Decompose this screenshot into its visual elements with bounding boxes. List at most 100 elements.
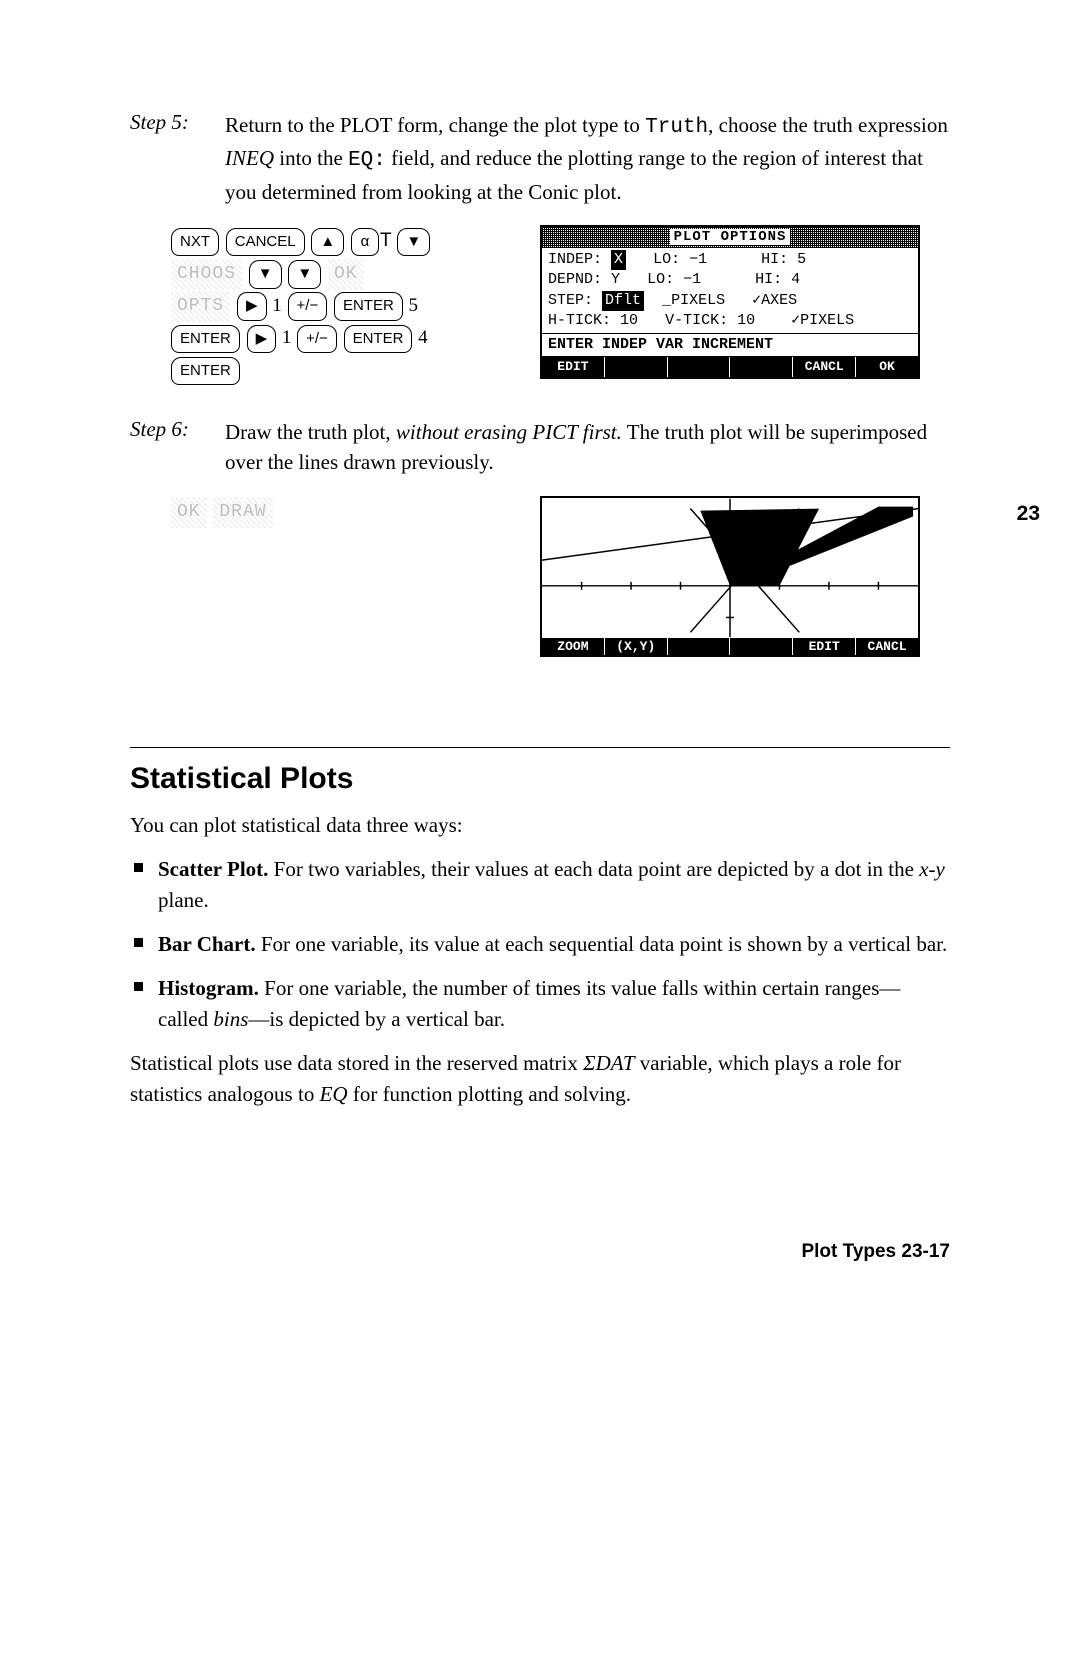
key-alpha[interactable]: α (351, 228, 379, 257)
key-enter1[interactable]: ENTER (334, 292, 403, 321)
pm2[interactable]: (X,Y) (605, 638, 668, 655)
digit4: 4 (418, 327, 428, 348)
page-footer: Plot Types 23-17 (801, 1241, 950, 1263)
b1-bold: Scatter Plot. (158, 857, 268, 881)
step5-ineq: INEQ (225, 146, 274, 170)
b1-text: For two variables, their values at each … (268, 857, 919, 881)
pm1[interactable]: ZOOM (542, 638, 605, 655)
l1e: HI: (761, 251, 788, 268)
softkey-opts[interactable]: OPTS (171, 291, 230, 322)
section-outro: Statistical plots use data stored in the… (130, 1048, 950, 1109)
truth-plot-screen: ZOOM (X,Y) . . EDIT CANCL (540, 496, 920, 657)
pm5[interactable]: EDIT (793, 638, 856, 655)
l3b: Dflt (602, 291, 644, 311)
key-down[interactable]: ▼ (397, 228, 430, 257)
lcd1-menubar: EDIT . . . CANCL OK (542, 356, 918, 377)
step5-keystrokes: NXT CANCEL ▲ αT ▼ CHOOS ▼ ▼ OK OPTS ▶ 1 … (170, 225, 500, 386)
key-right[interactable]: ▶ (237, 292, 267, 321)
key-right2[interactable]: ▶ (247, 325, 277, 354)
outro-pre: Statistical plots use data stored in the… (130, 1051, 583, 1075)
section-title: Statistical Plots (130, 762, 950, 796)
step6-keystrokes: OK DRAW (170, 496, 500, 528)
step6-t1: Draw the truth plot, (225, 420, 396, 444)
section-rule (130, 747, 950, 748)
key-enter3[interactable]: ENTER (344, 325, 413, 354)
lcd1-m6[interactable]: OK (856, 357, 918, 377)
step5-mono2: EQ: (348, 149, 386, 172)
b1-ital: x-y (919, 857, 945, 881)
step6-text: Draw the truth plot, without erasing PIC… (225, 417, 950, 478)
key-up[interactable]: ▲ (311, 228, 344, 257)
outro-end: for function plotting and solving. (348, 1082, 631, 1106)
lcd1-prompt: ENTER INDEP VAR INCREMENT (542, 333, 918, 356)
plot-menubar: ZOOM (X,Y) . . EDIT CANCL (542, 638, 918, 655)
key-enter4[interactable]: ENTER (171, 357, 240, 386)
truth-plot-svg (542, 498, 918, 638)
pm4: . (730, 638, 793, 655)
l3c: _PIXELS (662, 292, 725, 309)
l4e: ✓PIXELS (791, 312, 854, 329)
l1f: 5 (797, 251, 806, 268)
l1c: LO: (653, 251, 680, 268)
side-page-number: 23 (1017, 502, 1040, 526)
l1d: −1 (689, 251, 707, 268)
lcd1-m3: . (668, 357, 731, 377)
section-intro: You can plot statistical data three ways… (130, 810, 950, 840)
step6-label: Step 6: (130, 417, 225, 442)
softkey-draw[interactable]: DRAW (213, 497, 272, 528)
digit1b: 1 (282, 327, 292, 348)
lcd1-m4: . (730, 357, 793, 377)
l1a: INDEP: (548, 251, 602, 268)
b2-text: For one variable, its value at each sequ… (256, 932, 948, 956)
step5-t2: , choose the truth expression (708, 113, 948, 137)
b3-bold: Histogram. (158, 976, 259, 1000)
l4b: 10 (620, 312, 638, 329)
b3-end: —is depicted by a vertical bar. (248, 1007, 505, 1031)
list-item-histogram: Histogram. For one variable, the number … (130, 973, 950, 1034)
pm6[interactable]: CANCL (856, 638, 918, 655)
step5-t3: into the (274, 146, 348, 170)
key-down2[interactable]: ▼ (249, 260, 282, 289)
step5: Step 5: Return to the PLOT form, change … (130, 110, 950, 207)
softkey-ok[interactable]: OK (328, 259, 364, 290)
key-pm2[interactable]: +/− (297, 325, 337, 354)
lcd1-m5[interactable]: CANCL (793, 357, 856, 377)
b2-bold: Bar Chart. (158, 932, 256, 956)
step6-ital: without erasing PICT first. (396, 420, 622, 444)
l2b: Y (611, 271, 620, 288)
l4c: V-TICK: (665, 312, 728, 329)
l1b: X (611, 250, 626, 270)
lcd1-m2: . (605, 357, 668, 377)
lcd1-m1[interactable]: EDIT (542, 357, 605, 377)
b3-ital: bins (213, 1007, 248, 1031)
l2e: HI: (755, 271, 782, 288)
step6: Step 6: Draw the truth plot, without era… (130, 417, 950, 478)
softkey-ok2[interactable]: OK (171, 497, 207, 528)
step5-label: Step 5: (130, 110, 225, 135)
digit1a: 1 (272, 295, 282, 316)
step5-mono1: Truth (645, 116, 708, 139)
l2c: LO: (647, 271, 674, 288)
plot-types-list: Scatter Plot. For two variables, their v… (130, 854, 950, 1034)
key-enter2[interactable]: ENTER (171, 325, 240, 354)
key-pm1[interactable]: +/− (288, 292, 328, 321)
key-down3[interactable]: ▼ (288, 260, 321, 289)
l2d: −1 (683, 271, 701, 288)
digit5: 5 (409, 295, 419, 316)
outro-it1: ΣDAT (583, 1051, 634, 1075)
list-item-scatter: Scatter Plot. For two variables, their v… (130, 854, 950, 915)
lcd1-title-text: PLOT OPTIONS (670, 229, 791, 245)
l4a: H-TICK: (548, 312, 611, 329)
l3a: STEP: (548, 292, 593, 309)
b1-end: plane. (158, 888, 209, 912)
plot-options-screen: PLOT OPTIONS INDEP: X LO: −1 HI: 5 DEPND… (540, 225, 920, 379)
pm3: . (668, 638, 731, 655)
softkey-choos[interactable]: CHOOS (171, 259, 242, 290)
key-nxt[interactable]: NXT (171, 228, 219, 257)
step5-text: Return to the PLOT form, change the plot… (225, 110, 950, 207)
list-item-bar: Bar Chart. For one variable, its value a… (130, 929, 950, 959)
l3d: ✓AXES (752, 292, 797, 309)
outro-it2: EQ (320, 1082, 348, 1106)
key-cancel[interactable]: CANCEL (226, 228, 305, 257)
step5-t1: Return to the PLOT form, change the plot… (225, 113, 645, 137)
